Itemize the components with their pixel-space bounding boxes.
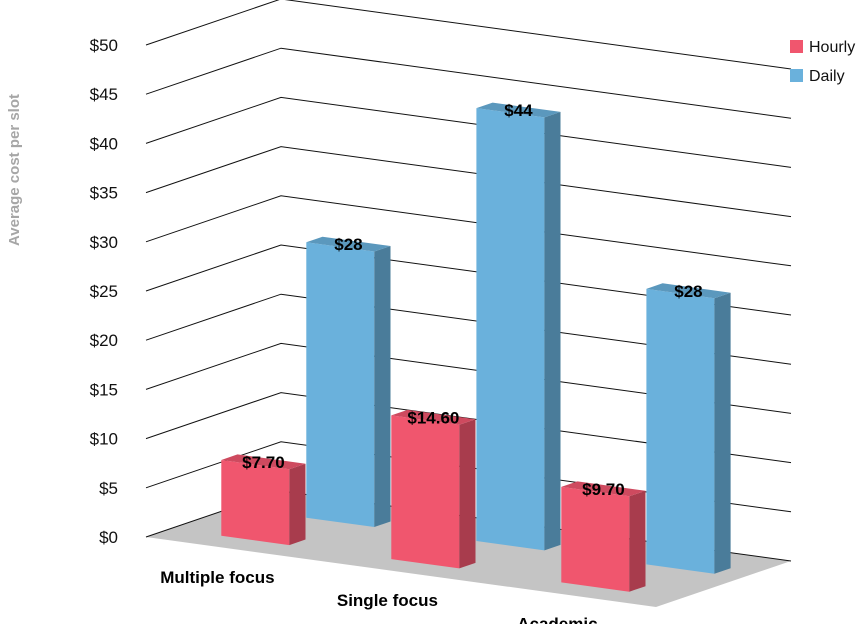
grid-line [145,392,792,464]
legend-swatch [790,40,803,53]
grid-line [145,47,792,119]
bar-front [391,415,460,569]
grid-line [145,342,792,414]
bar-side [714,292,731,574]
y-tick-label: $10 [90,430,118,449]
x-tick-label: Single focus [337,591,438,610]
bar-top [476,102,561,118]
y-tick-label: $5 [99,479,118,498]
bar-daily-0: $28 [306,235,391,527]
y-tick-label: $35 [90,184,118,203]
y-tick-label: $30 [90,233,118,252]
y-tick-label: $25 [90,282,118,301]
data-label: $28 [674,282,702,301]
bar-top [306,236,391,252]
data-label: $28 [334,235,362,254]
bar-side [289,463,306,546]
legend-label: Hourly [809,39,855,56]
bar-daily-2: $28 [646,282,731,574]
data-label: $14.60 [407,408,459,427]
grid-line [145,293,792,365]
y-tick-label: $40 [90,134,118,153]
bar-top [561,481,646,497]
x-tick-label: Multiple focus [160,568,274,587]
legend-label: Daily [809,68,845,85]
y-tick-label: $0 [99,528,118,547]
y-axis-label: Average cost per slot [6,94,23,246]
grid-line [145,195,792,267]
bar-hourly-0: $7.70 [221,453,306,546]
bar-daily-1: $44 [476,101,561,551]
y-tick-label: $50 [90,36,118,55]
data-label: $44 [504,101,533,120]
y-tick-label: $45 [90,85,118,104]
bar-side [374,246,391,527]
bar-side [544,111,561,551]
y-tick-label: $20 [90,331,118,350]
grid-line [145,146,792,218]
x-axis-categories: Multiple focus Single focus Academic [160,568,597,624]
bar-top [391,409,476,425]
bar-front [561,486,630,592]
bar-side [459,419,476,569]
data-label: $7.70 [242,453,285,472]
data-label: $9.70 [582,480,625,499]
bar-front [476,108,545,551]
y-axis-ticks: $0 $5 $10 $15 $20 $25 $30 $35 $40 $45 $50 [90,36,118,547]
grid-lines [145,0,792,562]
bar-hourly-2: $9.70 [561,480,646,592]
y-tick-label: $15 [90,380,118,399]
bar-top [221,454,306,470]
legend: Hourly Daily [790,39,855,85]
bars: $28 $44 $28 $7.70 $14.60 $9.70 [221,101,731,592]
bar-side [629,490,646,592]
bar-top [646,283,731,299]
grid-line [145,244,792,316]
bar-front [221,460,290,546]
legend-swatch [790,69,803,82]
grid-line [145,96,792,168]
bar-front [306,242,375,527]
bar-front [646,288,715,574]
x-tick-label: Academic [517,614,597,624]
grid-line [145,0,792,70]
bar-hourly-1: $14.60 [391,408,476,569]
